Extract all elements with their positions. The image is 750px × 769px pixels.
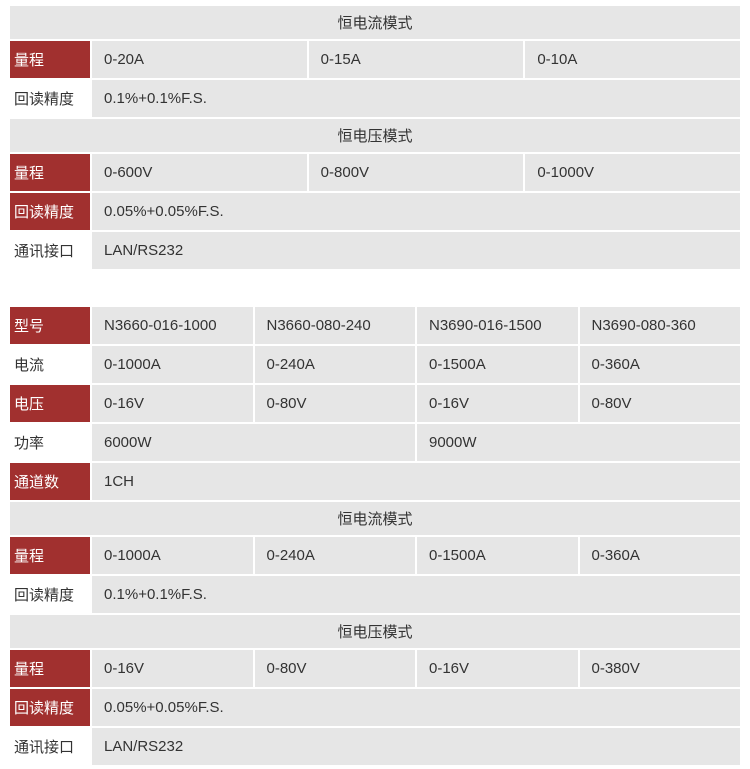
t2-model-3: N3690-080-360	[580, 307, 741, 344]
t2-cv-range-2: 0-16V	[417, 650, 578, 687]
t1-cc-readacc-row: 回读精度 0.1%+0.1%F.S.	[10, 80, 740, 117]
t2-cv-range-row: 量程 0-16V 0-80V 0-16V 0-380V	[10, 650, 740, 687]
t2-power-0: 6000W	[92, 424, 415, 461]
t1-cv-range-0: 0-600V	[92, 154, 307, 191]
t2-current-1: 0-240A	[255, 346, 416, 383]
t2-power-row: 功率 6000W 9000W	[10, 424, 740, 461]
t1-comm-row: 通讯接口 LAN/RS232	[10, 232, 740, 269]
t2-current-3: 0-360A	[580, 346, 741, 383]
cv-mode-title: 恒电压模式	[10, 119, 740, 152]
comm-label: 通讯接口	[10, 232, 90, 269]
t1-cv-range-1: 0-800V	[309, 154, 524, 191]
t2-cc-range-2: 0-1500A	[417, 537, 578, 574]
t2-current-row: 电流 0-1000A 0-240A 0-1500A 0-360A	[10, 346, 740, 383]
t2-model-1: N3660-080-240	[255, 307, 416, 344]
t2-model-row: 型号 N3660-016-1000 N3660-080-240 N3690-01…	[10, 307, 740, 344]
t2-cv-range-3: 0-380V	[580, 650, 741, 687]
range-label: 量程	[10, 650, 90, 687]
t2-current-2: 0-1500A	[417, 346, 578, 383]
t2-power-1: 9000W	[417, 424, 740, 461]
t2-model-0: N3660-016-1000	[92, 307, 253, 344]
t2-channel-val: 1CH	[92, 463, 740, 500]
t1-cc-readacc: 0.1%+0.1%F.S.	[92, 80, 740, 117]
read-acc-label: 回读精度	[10, 576, 90, 613]
channel-label: 通道数	[10, 463, 90, 500]
t2-channel-row: 通道数 1CH	[10, 463, 740, 500]
read-acc-label: 回读精度	[10, 193, 90, 230]
t1-cc-range-2: 0-10A	[525, 41, 740, 78]
t2-cv-readacc-row: 回读精度 0.05%+0.05%F.S.	[10, 689, 740, 726]
voltage-label: 电压	[10, 385, 90, 422]
t2-cv-readacc: 0.05%+0.05%F.S.	[92, 689, 740, 726]
t1-cv-readacc-row: 回读精度 0.05%+0.05%F.S.	[10, 193, 740, 230]
t2-cc-readacc-row: 回读精度 0.1%+0.1%F.S.	[10, 576, 740, 613]
t2-cv-range-1: 0-80V	[255, 650, 416, 687]
t2-voltage-1: 0-80V	[255, 385, 416, 422]
range-label: 量程	[10, 41, 90, 78]
t1-comm-val: LAN/RS232	[92, 232, 740, 269]
current-label: 电流	[10, 346, 90, 383]
t2-current-0: 0-1000A	[92, 346, 253, 383]
t2-voltage-0: 0-16V	[92, 385, 253, 422]
t2-cv-range-0: 0-16V	[92, 650, 253, 687]
t2-cc-range-1: 0-240A	[255, 537, 416, 574]
power-label: 功率	[10, 424, 90, 461]
t2-comm-val: LAN/RS232	[92, 728, 740, 765]
range-label: 量程	[10, 154, 90, 191]
t2-cv-mode-title: 恒电压模式	[10, 615, 740, 648]
t2-cc-range-3: 0-360A	[580, 537, 741, 574]
t1-cc-range-row: 量程 0-20A 0-15A 0-10A	[10, 41, 740, 78]
cc-mode-title: 恒电流模式	[10, 6, 740, 39]
read-acc-label: 回读精度	[10, 80, 90, 117]
comm-label: 通讯接口	[10, 728, 90, 765]
t1-cv-readacc: 0.05%+0.05%F.S.	[92, 193, 740, 230]
t1-cv-range-2: 0-1000V	[525, 154, 740, 191]
t2-voltage-3: 0-80V	[580, 385, 741, 422]
t2-voltage-2: 0-16V	[417, 385, 578, 422]
range-label: 量程	[10, 537, 90, 574]
t2-comm-row: 通讯接口 LAN/RS232	[10, 728, 740, 765]
t1-cv-range-row: 量程 0-600V 0-800V 0-1000V	[10, 154, 740, 191]
t2-model-2: N3690-016-1500	[417, 307, 578, 344]
t1-cc-range-0: 0-20A	[92, 41, 307, 78]
t2-cc-range-row: 量程 0-1000A 0-240A 0-1500A 0-360A	[10, 537, 740, 574]
t2-voltage-row: 电压 0-16V 0-80V 0-16V 0-80V	[10, 385, 740, 422]
t1-cc-range-1: 0-15A	[309, 41, 524, 78]
t2-cc-readacc: 0.1%+0.1%F.S.	[92, 576, 740, 613]
model-label: 型号	[10, 307, 90, 344]
t2-cc-range-0: 0-1000A	[92, 537, 253, 574]
read-acc-label: 回读精度	[10, 689, 90, 726]
t2-cc-mode-title: 恒电流模式	[10, 502, 740, 535]
